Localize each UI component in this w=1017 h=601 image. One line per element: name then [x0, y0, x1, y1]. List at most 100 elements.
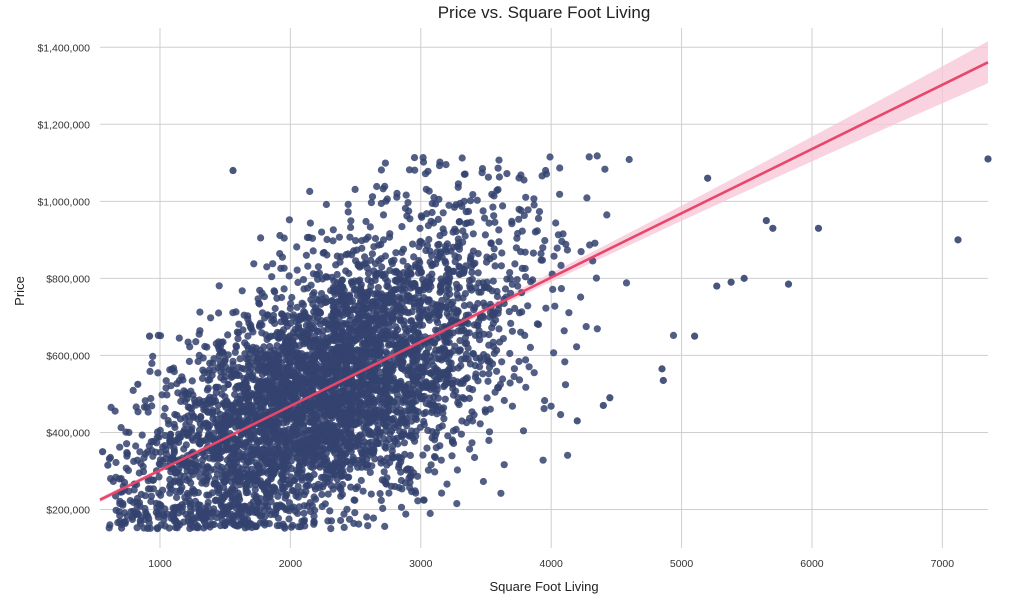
data-point	[105, 524, 113, 532]
data-point	[406, 265, 415, 273]
data-point	[342, 353, 350, 361]
data-point	[235, 320, 243, 328]
data-point	[433, 255, 442, 263]
data-point	[350, 496, 358, 504]
data-point	[395, 293, 403, 301]
ticks: 1000 2000 3000 4000 5000 6000 7000$200,000$400…	[37, 42, 954, 570]
data-point	[310, 324, 318, 332]
data-point	[399, 257, 407, 265]
data-point	[323, 235, 331, 244]
data-point	[243, 521, 251, 529]
data-point	[279, 427, 287, 435]
data-point	[280, 522, 288, 531]
data-point	[186, 343, 194, 351]
data-point	[171, 410, 179, 419]
data-point	[476, 354, 484, 362]
data-point	[189, 460, 197, 468]
data-point	[475, 279, 483, 287]
data-point	[336, 258, 344, 266]
data-point	[515, 309, 524, 317]
data-point	[199, 456, 207, 464]
data-point	[405, 390, 413, 398]
data-point	[419, 394, 427, 402]
data-point	[361, 253, 369, 261]
data-point	[342, 366, 350, 374]
data-point	[311, 506, 319, 514]
data-point	[147, 394, 155, 403]
data-point	[347, 429, 355, 438]
data-point	[256, 346, 264, 354]
data-point	[392, 323, 400, 331]
data-point	[299, 376, 307, 384]
data-point	[514, 229, 522, 238]
data-point	[356, 328, 364, 336]
data-point	[181, 397, 189, 405]
data-point	[132, 442, 140, 450]
data-point	[288, 293, 296, 302]
data-point	[338, 296, 346, 304]
data-point	[231, 435, 239, 443]
data-point	[233, 328, 241, 336]
data-point	[324, 490, 332, 498]
data-point	[201, 505, 209, 513]
data-point	[402, 191, 410, 199]
data-point	[453, 500, 461, 508]
data-point	[460, 170, 468, 178]
data-point	[479, 312, 487, 320]
data-point	[347, 217, 355, 225]
data-point	[300, 285, 308, 293]
data-point	[363, 513, 371, 521]
data-point	[469, 191, 477, 199]
data-point	[299, 301, 307, 309]
data-point	[399, 287, 407, 295]
data-point	[302, 321, 310, 330]
data-point	[369, 514, 378, 522]
data-point	[134, 380, 142, 388]
data-point	[141, 397, 149, 405]
data-point	[252, 523, 260, 531]
data-point	[497, 262, 505, 270]
data-point	[224, 331, 232, 339]
data-point	[299, 429, 307, 437]
data-point	[338, 434, 346, 442]
data-point	[279, 438, 287, 446]
data-point	[236, 395, 245, 404]
data-point	[483, 283, 491, 291]
data-point	[321, 318, 329, 326]
data-point	[323, 395, 331, 403]
x-axis-label: Square Foot Living	[489, 579, 598, 594]
data-point	[469, 386, 477, 394]
data-point	[343, 457, 351, 465]
data-point	[244, 332, 252, 340]
data-point	[394, 418, 402, 426]
data-point	[164, 417, 172, 425]
data-point	[303, 481, 311, 489]
data-point	[114, 519, 122, 527]
data-point	[443, 374, 451, 382]
data-point	[294, 523, 302, 531]
data-point	[153, 433, 161, 441]
data-point	[483, 394, 491, 402]
data-point	[526, 343, 535, 351]
data-point	[387, 427, 396, 435]
data-point	[161, 522, 169, 530]
data-point	[333, 270, 341, 279]
data-point	[355, 520, 363, 528]
data-point	[194, 357, 202, 365]
x-tick-label: 1000	[148, 558, 172, 570]
data-point	[533, 227, 541, 235]
data-point	[408, 352, 416, 360]
data-point	[284, 462, 292, 470]
data-point	[473, 196, 481, 204]
data-point	[381, 443, 389, 451]
data-point	[170, 420, 178, 428]
data-point	[490, 192, 498, 200]
data-point	[341, 392, 349, 400]
data-point	[499, 335, 507, 343]
data-point	[277, 449, 285, 457]
data-point	[251, 486, 259, 494]
data-point	[306, 446, 314, 454]
data-point	[460, 302, 468, 310]
data-point	[397, 468, 405, 476]
data-point	[145, 332, 154, 340]
